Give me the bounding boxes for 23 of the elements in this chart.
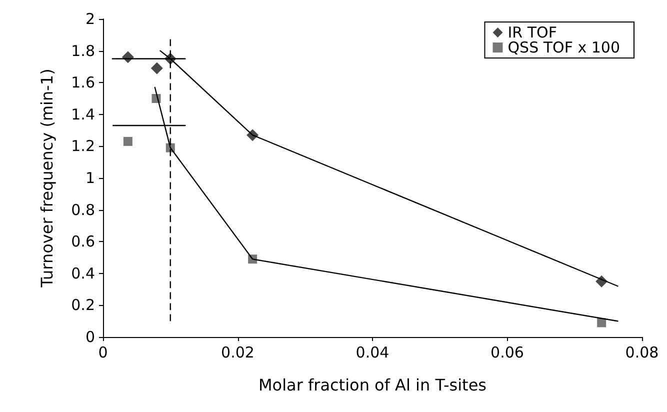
y-tick-label: 0.4 <box>71 264 95 282</box>
y-tick-label: 1.6 <box>71 74 95 92</box>
y-tick-label: 0.6 <box>71 232 95 251</box>
x-tick-label: 0.02 <box>221 344 254 362</box>
point <box>123 136 132 146</box>
y-tick-label: 2 <box>85 10 95 28</box>
y-tick-label: 1.8 <box>71 42 95 60</box>
y-tick-label: 0 <box>85 328 95 346</box>
legend-label: IR TOF <box>508 24 557 42</box>
point <box>597 318 606 328</box>
legend-label: QSS TOF x 100 <box>508 38 620 56</box>
y-tick-label: 1.4 <box>71 105 95 124</box>
x-tick-label: 0.04 <box>356 344 390 362</box>
x-tick-label: 0.08 <box>625 344 659 362</box>
x-tick-label: 0.06 <box>490 344 524 362</box>
y-tick-label: 1 <box>85 169 95 187</box>
point <box>150 62 163 74</box>
y-tick-label: 0.2 <box>71 296 95 314</box>
y-axis-title: Turnover frequency (min-1) <box>38 68 56 288</box>
x-tick-label: 0 <box>98 344 108 362</box>
x-axis-title: Molar fraction of Al in T-sites <box>258 376 487 394</box>
y-tick-label: 1.2 <box>71 137 95 156</box>
y-tick-label: 0.8 <box>71 200 95 219</box>
